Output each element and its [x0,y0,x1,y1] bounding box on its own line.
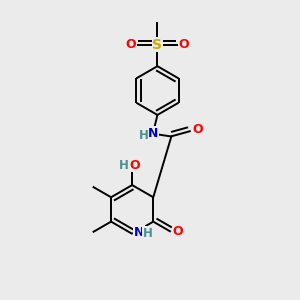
Text: O: O [172,225,183,238]
Text: N: N [148,127,158,140]
Text: S: S [152,38,162,52]
Text: O: O [192,123,202,136]
Text: H: H [119,159,129,172]
Text: O: O [129,159,140,172]
Text: H: H [139,129,148,142]
Text: N: N [134,226,144,238]
Text: H: H [143,227,153,240]
Text: O: O [179,38,190,51]
Text: O: O [125,38,136,51]
